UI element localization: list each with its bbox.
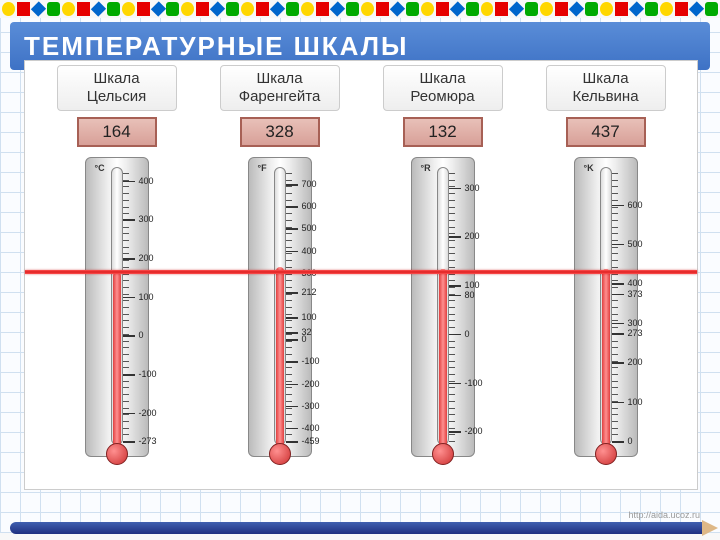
thermometer-unit-label: °F <box>258 163 267 173</box>
tick-label: 0 <box>302 334 307 344</box>
tick-label: 300 <box>139 214 154 224</box>
tick-label: 200 <box>628 357 643 367</box>
tick-label: 0 <box>139 330 144 340</box>
thermometer-fluid <box>113 272 121 447</box>
thermometer-fluid <box>276 267 284 447</box>
tick-label: 600 <box>628 200 643 210</box>
tick-label: -200 <box>139 408 157 418</box>
tick-label: -200 <box>302 379 320 389</box>
scale-label-1: ШкалаФаренгейта <box>220 65 340 111</box>
tick-label: 100 <box>139 292 154 302</box>
tick-label: 100 <box>302 312 317 322</box>
thermometer-fluid <box>439 269 447 447</box>
thermometer-2: °R 300 200 10080 0 -100 -200 <box>383 157 503 477</box>
scale-labels-row: ШкалаЦельсия ШкалаФаренгейта ШкалаРеомюра Ш… <box>25 61 697 111</box>
thermometer-ticks: 700600500400300212100320-100-200-300-400… <box>286 173 334 441</box>
tick-label: -200 <box>465 426 483 436</box>
tick-label: -400 <box>302 423 320 433</box>
value-box-1: 328 <box>240 117 320 147</box>
tick-label: 700 <box>302 179 317 189</box>
thermometer-ticks: 6005004003733002732001000 <box>612 173 660 441</box>
thermometer-ticks: 300 200 10080 0 -100 -200 <box>449 173 497 441</box>
pencil-tip-icon <box>702 520 718 536</box>
tick-label: -100 <box>302 356 320 366</box>
tick-label: 300 <box>465 183 480 193</box>
thermometer-bulb-icon <box>432 443 454 465</box>
thermometer-0: °C 400 300 200 100 0 -100 -200 -273 <box>57 157 177 477</box>
tick-label: 500 <box>628 239 643 249</box>
tick-label: 200 <box>139 253 154 263</box>
tick-label: 500 <box>302 223 317 233</box>
scale-label-3: ШкалаКельвина <box>546 65 666 111</box>
tick-label: 0 <box>465 329 470 339</box>
pencil-decoration <box>10 522 710 534</box>
tick-label: 400 <box>302 246 317 256</box>
top-border-decoration <box>0 0 720 18</box>
page-title: ТЕМПЕРАТУРНЫЕ ШКАЛЫ <box>24 31 408 62</box>
tick-label: 273 <box>628 328 643 338</box>
tick-label: 212 <box>302 287 317 297</box>
tick-label: 100 <box>628 397 643 407</box>
scale-label-0: ШкалаЦельсия <box>57 65 177 111</box>
thermometer-1: °F 700600500400300212100320-100-200-300-… <box>220 157 340 477</box>
thermometer-unit-label: °C <box>95 163 105 173</box>
tick-label: 0 <box>628 436 633 446</box>
tick-label: 373 <box>628 289 643 299</box>
tick-label: -100 <box>139 369 157 379</box>
value-box-0: 164 <box>77 117 157 147</box>
thermometer-unit-label: °K <box>584 163 594 173</box>
tick-label: 300 <box>628 318 643 328</box>
tick-label: -300 <box>302 401 320 411</box>
tick-label: -273 <box>139 436 157 446</box>
thermometers-row: °C 400 300 200 100 0 -100 -200 -273 °F 700 600 50… <box>25 157 697 477</box>
thermometer-ticks: 4003002001000-100-200-273 <box>123 173 171 441</box>
thermometer-bulb-icon <box>106 443 128 465</box>
tick-label: 100 <box>465 280 480 290</box>
tick-label: -459 <box>302 436 320 446</box>
tick-label: 600 <box>302 201 317 211</box>
tick-label: 400 <box>628 278 643 288</box>
thermometer-unit-label: °R <box>421 163 431 173</box>
thermometer-bulb-icon <box>269 443 291 465</box>
tick-label: 200 <box>465 231 480 241</box>
thermometer-fluid <box>602 269 610 447</box>
footer-url: http://aida.ucoz.ru <box>628 510 700 520</box>
equivalence-line <box>25 270 697 274</box>
value-box-2: 132 <box>403 117 483 147</box>
value-boxes-row: 164 328 132 437 <box>25 117 697 147</box>
content-panel: ШкалаЦельсия ШкалаФаренгейта ШкалаРеомюра Ш… <box>24 60 698 490</box>
scale-label-2: ШкалаРеомюра <box>383 65 503 111</box>
thermometer-3: °K 600 500 400373 300273 200 100 0 <box>546 157 666 477</box>
value-box-3: 437 <box>566 117 646 147</box>
tick-label: 80 <box>465 290 475 300</box>
thermometer-bulb-icon <box>595 443 617 465</box>
tick-label: -100 <box>465 378 483 388</box>
tick-label: 400 <box>139 176 154 186</box>
